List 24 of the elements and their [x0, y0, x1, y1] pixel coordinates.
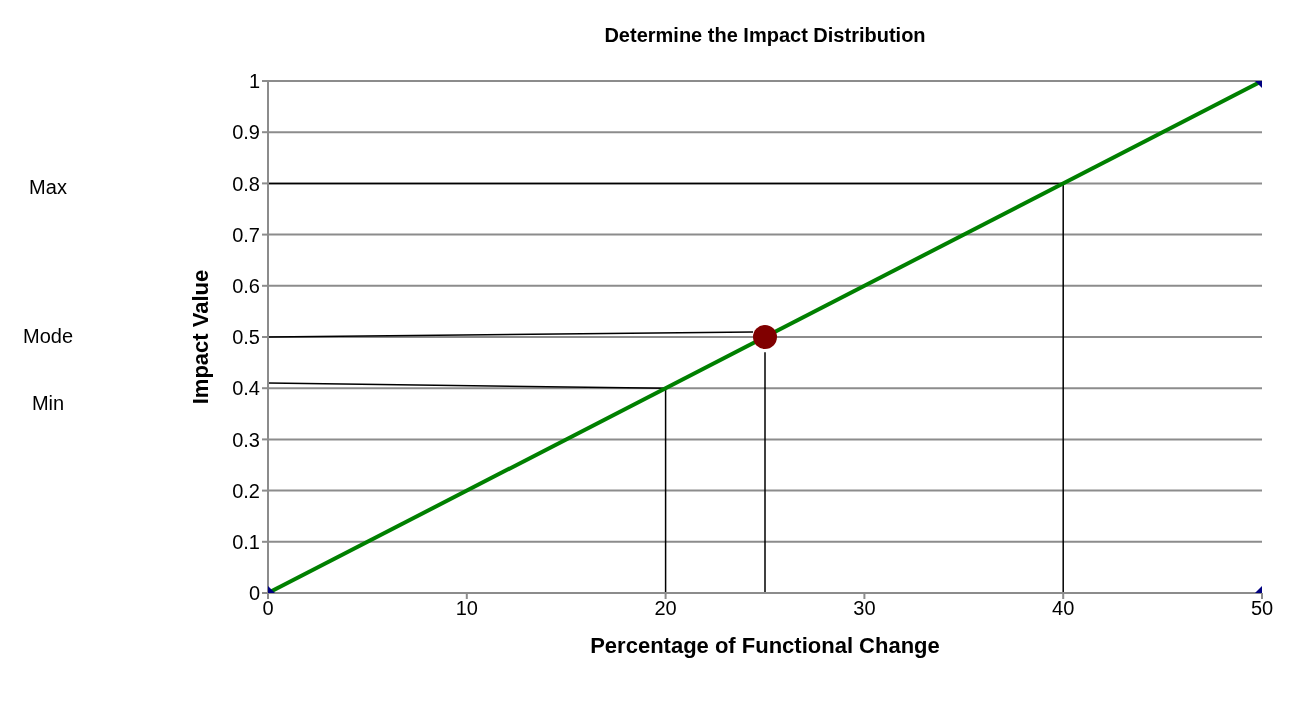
y-tick-label: 0.3: [232, 428, 260, 451]
y-tick-label: 0: [248, 582, 260, 605]
y-tick-label: 1: [248, 70, 260, 93]
point: [753, 325, 777, 349]
x-tick-label: 50: [1250, 597, 1274, 620]
chart-title: Determine the Impact Distribution: [603, 24, 927, 47]
x-tick-label: 40: [1052, 597, 1075, 620]
y-tick-label: 0.9: [232, 121, 260, 144]
text: Min: [30, 392, 66, 415]
x-tick-label: 30: [853, 597, 876, 620]
x-axis-title: Percentage of Functional Change: [590, 633, 940, 658]
text: Mode: [22, 325, 74, 348]
y-tick-label: 0.4: [232, 377, 260, 400]
text: Max: [28, 176, 68, 199]
x-tick-label: 10: [455, 597, 478, 620]
y-tick-label: 0.6: [232, 274, 260, 297]
y-tick-label: 0.1: [232, 530, 260, 553]
y-tick-label: 0.5: [232, 326, 260, 349]
y-tick-label: 0.7: [232, 223, 260, 246]
y-tick-label: 0.8: [232, 172, 260, 195]
x-tick-label: 0: [262, 597, 274, 620]
y-axis-title: Impact Value: [187, 269, 213, 405]
x-tick-label: 20: [654, 597, 677, 620]
y-tick-label: 0.2: [232, 479, 260, 502]
